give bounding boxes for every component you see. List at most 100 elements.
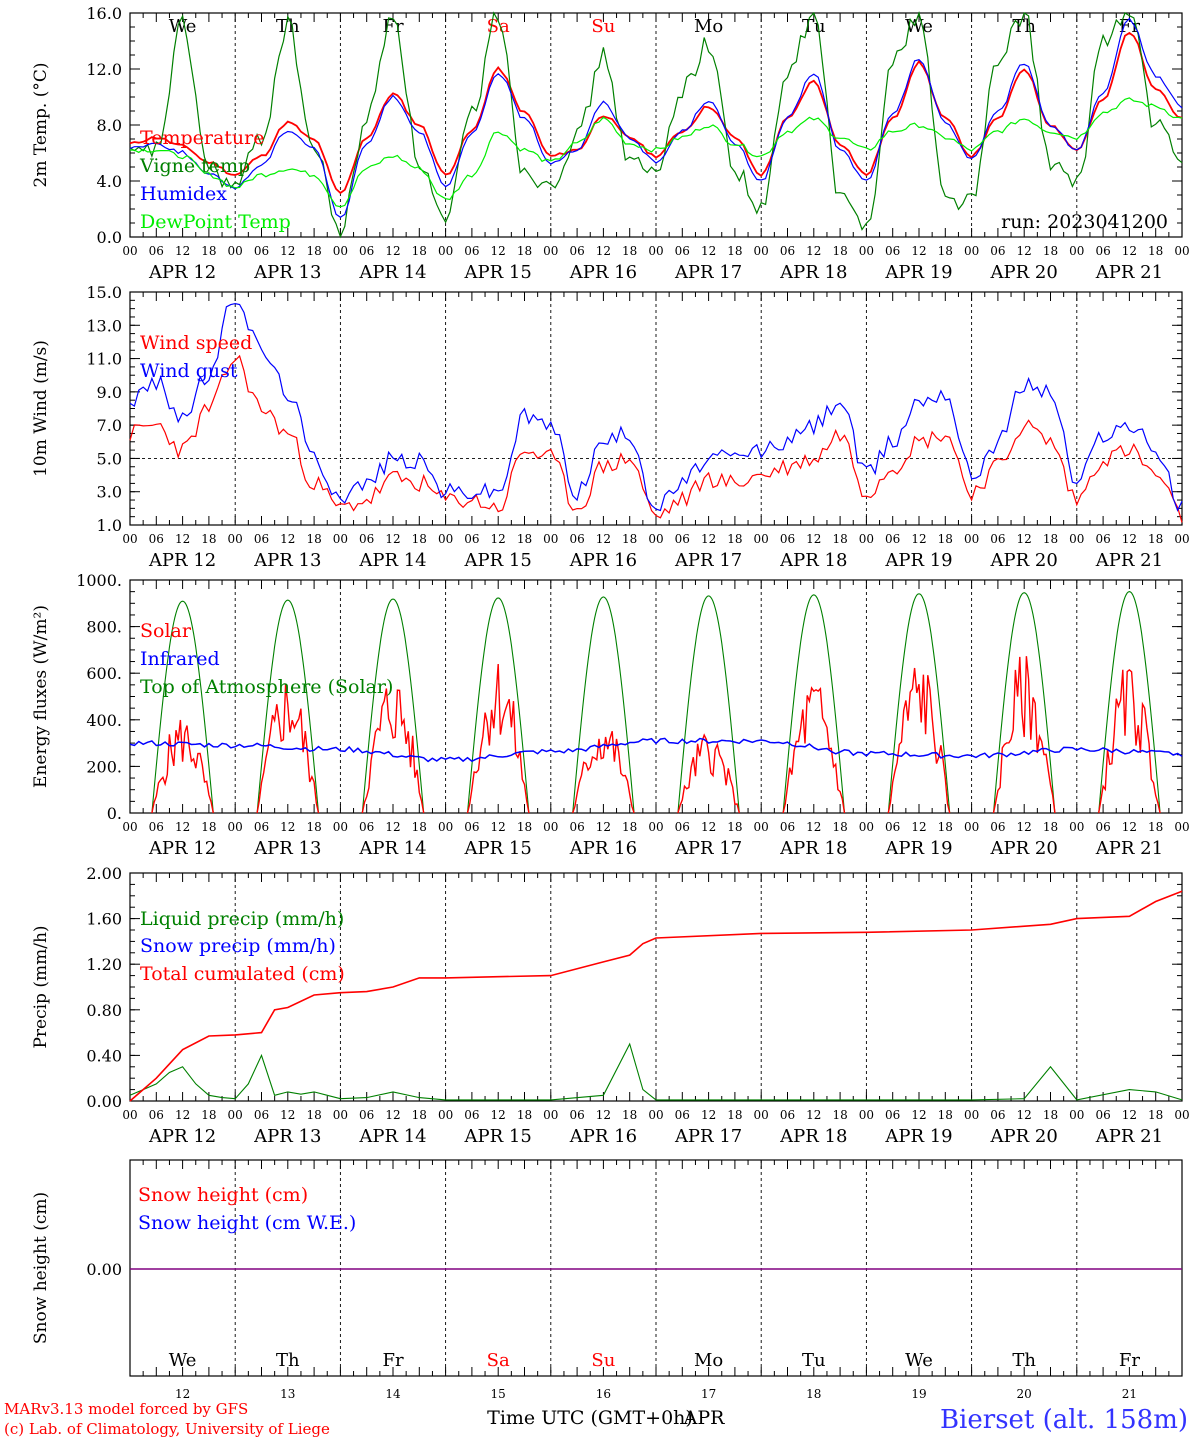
series-solar-day: [151, 719, 214, 814]
hour-tick-label: 12: [1017, 1108, 1032, 1122]
hour-tick-label: 06: [254, 244, 269, 258]
hour-tick-label: 18: [1043, 820, 1058, 834]
y-tick-label: 1.0: [97, 516, 122, 535]
energy-legend: Solar Infrared Top of Atmosphere (Solar): [140, 620, 393, 698]
hour-tick-label: 18: [201, 820, 216, 834]
hour-tick-label: 06: [780, 1108, 795, 1122]
panel-2: 10m Wind (m/s) 1.0 3.0 5.0 7.0 9.0 11.0 13.0 15.…: [31, 283, 1190, 571]
hour-tick-label: 00: [964, 244, 979, 258]
date-label: APR 19: [884, 262, 952, 283]
hour-tick-label: 18: [938, 1108, 953, 1122]
hour-tick-label: 18: [412, 532, 427, 546]
hour-tick-label: 06: [254, 820, 269, 834]
hour-tick-label: 06: [359, 1108, 374, 1122]
series-toa-solar-day: [361, 598, 425, 814]
date-label: APR 17: [674, 550, 742, 571]
hour-tick-label: 00: [333, 820, 348, 834]
hour-tick-label: 18: [1043, 532, 1058, 546]
series-liquid-precip: [129, 1042, 1183, 1101]
y-tick-label: 15.0: [86, 283, 122, 302]
hour-tick-label: 12: [596, 532, 611, 546]
series-wind-speed: [129, 354, 1183, 523]
hour-tick-label: 00: [333, 244, 348, 258]
hour-tick-label: 06: [885, 532, 900, 546]
series-toa-solar-day: [782, 594, 846, 814]
series-vigne-temp: [129, 10, 1183, 239]
series-toa-solar-day: [151, 600, 214, 814]
date-label: APR 13: [253, 1126, 321, 1147]
hour-tick-label: 12: [806, 244, 821, 258]
hour-tick-label: 00: [122, 1108, 137, 1122]
hour-tick-label: 00: [1069, 244, 1084, 258]
series-toa-solar-day: [572, 596, 635, 814]
wind-legend: Wind speed Wind gust: [140, 332, 252, 382]
legend-solar: Solar: [140, 620, 192, 642]
hour-tick-label: 06: [780, 244, 795, 258]
hour-tick-label: 00: [754, 532, 769, 546]
date-label: APR 15: [464, 262, 532, 283]
y-tick-label: 400.: [86, 711, 122, 730]
hour-tick-label: 06: [464, 532, 479, 546]
hour-tick-label: 00: [1069, 532, 1084, 546]
series-infrared: [129, 737, 1183, 763]
date-label: APR 15: [464, 838, 532, 859]
hour-tick-label: 18: [306, 532, 321, 546]
hour-tick-label: 00: [859, 532, 874, 546]
date-label: APR 16: [569, 262, 637, 283]
day-number-label: 19: [911, 1387, 926, 1401]
hour-tick-label: 18: [938, 244, 953, 258]
hour-tick-label: 12: [1122, 532, 1137, 546]
day-number-label: 13: [280, 1387, 295, 1401]
hour-tick-label: 06: [885, 1108, 900, 1122]
hour-tick-label: 06: [359, 820, 374, 834]
hour-tick-label: 18: [412, 1108, 427, 1122]
y-tick-label: 12.0: [86, 60, 122, 79]
hour-tick-label: 12: [385, 532, 400, 546]
series-dewpoint-temp: [129, 97, 1183, 208]
y-tick-label: 11.0: [86, 350, 122, 369]
weekday-label: Su: [591, 16, 615, 37]
date-label: APR 14: [358, 838, 426, 859]
hour-tick-label: 18: [201, 1108, 216, 1122]
hour-tick-label: 00: [1174, 244, 1189, 258]
hour-tick-label: 00: [228, 532, 243, 546]
snow-legend: Snow height (cm) Snow height (cm W.E.): [138, 1184, 356, 1234]
hour-tick-label: 12: [491, 820, 506, 834]
footer: MARv3.13 model forced by GFS (c) Lab. of…: [4, 1400, 1188, 1438]
hour-tick-label: 00: [438, 532, 453, 546]
hour-tick-label: 12: [1122, 1108, 1137, 1122]
hour-tick-label: 00: [543, 1108, 558, 1122]
hour-tick-label: 06: [359, 244, 374, 258]
hour-tick-label: 18: [832, 1108, 847, 1122]
hour-tick-label: 18: [938, 820, 953, 834]
hour-tick-label: 12: [911, 1108, 926, 1122]
day-number-label: 17: [701, 1387, 716, 1401]
legend-temperature: Temperature: [140, 127, 264, 149]
hour-tick-label: 00: [1069, 1108, 1084, 1122]
weekday-label: Th: [1012, 16, 1036, 37]
hour-tick-label: 06: [149, 820, 164, 834]
hour-tick-label: 06: [254, 1108, 269, 1122]
legend-total-cumulated: Total cumulated (cm): [140, 963, 345, 985]
series-solar-day: [782, 686, 846, 814]
hour-tick-label: 12: [596, 820, 611, 834]
hour-tick-label: 18: [622, 532, 637, 546]
hour-tick-label: 06: [885, 820, 900, 834]
hour-tick-label: 00: [648, 1108, 663, 1122]
y-axis-title: Snow height (cm): [31, 1192, 51, 1344]
panel-3: Energy fluxes (W/m²) 0. 200. 400. 600. 800. 10…: [31, 571, 1190, 859]
hour-tick-label: 12: [1017, 820, 1032, 834]
hour-tick-label: 06: [885, 244, 900, 258]
date-label: APR 20: [990, 550, 1058, 571]
date-label: APR 16: [569, 838, 637, 859]
hour-tick-label: 06: [569, 244, 584, 258]
hour-tick-label: 00: [333, 532, 348, 546]
hour-tick-label: 00: [648, 820, 663, 834]
hour-tick-label: 06: [569, 532, 584, 546]
hour-tick-label: 06: [1095, 820, 1110, 834]
footer-model: MARv3.13 model forced by GFS: [4, 1400, 248, 1418]
y-tick-label: 800.: [86, 618, 122, 637]
hour-tick-label: 06: [675, 532, 690, 546]
legend-dewpoint: DewPoint Temp: [140, 211, 291, 233]
y-tick-label: 1.20: [86, 955, 122, 974]
